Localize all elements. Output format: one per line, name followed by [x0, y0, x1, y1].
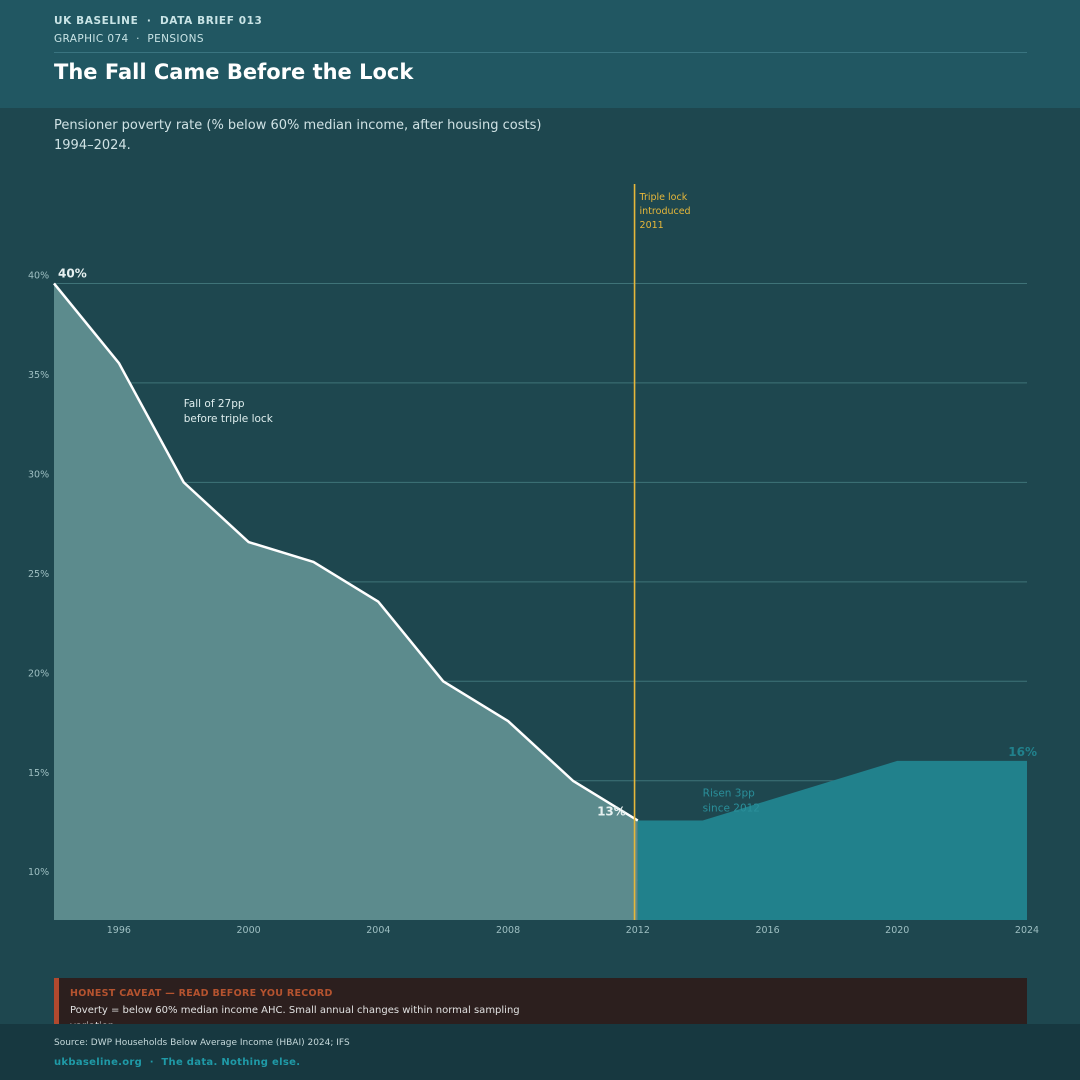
header-band: UK BASELINE · DATA BRIEF 013 GRAPHIC 074… — [0, 0, 1080, 108]
brief-number: DATA BRIEF 013 — [159, 15, 263, 27]
separator: · — [136, 33, 140, 45]
series-line-1 — [53, 282, 639, 822]
x-tick-label: 2020 — [885, 925, 909, 936]
graphic-number: GRAPHIC 074 — [54, 33, 129, 45]
x-tick-label: 2024 — [1015, 925, 1039, 936]
subtitle-line-1: Pensioner poverty rate (% below 60% medi… — [54, 118, 542, 133]
series-area-2 — [637, 760, 1027, 920]
source-note: Source: DWP Households Below Average Inc… — [54, 1038, 350, 1048]
series-area-1 — [54, 283, 638, 920]
caveat-box: HONEST CAVEAT — READ BEFORE YOU RECORD P… — [54, 978, 1027, 1024]
y-tick-label: 15% — [28, 768, 49, 779]
subtitle-line-2: 1994–2024. — [54, 138, 131, 153]
tagline: The data. Nothing else. — [161, 1057, 301, 1068]
separator: · — [149, 1057, 154, 1068]
triple-lock-marker-label: 2011 — [640, 220, 664, 231]
y-tick-label: 25% — [28, 569, 49, 580]
caveat-title: HONEST CAVEAT — READ BEFORE YOU RECORD — [70, 988, 333, 999]
triple-lock-marker-label: introduced — [640, 206, 691, 217]
data-label-start: 40% — [58, 266, 87, 280]
poverty-area-chart: 10% 15% 20% 25% 30% 35% 40% 1996 2000 2004 2008 201… — [28, 184, 1039, 936]
x-tick-label: 2000 — [237, 925, 261, 936]
brand-name: UK BASELINE — [54, 15, 139, 27]
fall-note: before triple lock — [184, 413, 274, 425]
caveat-accent-bar — [54, 978, 59, 1024]
site-link[interactable]: ukbaseline.org — [54, 1057, 143, 1068]
brand-line: UK BASELINE · DATA BRIEF 013 — [54, 15, 262, 27]
site-line: ukbaseline.org · The data. Nothing else. — [54, 1057, 300, 1068]
y-tick-label: 30% — [28, 469, 49, 480]
y-tick-label: 10% — [28, 867, 49, 878]
data-label-2012: 13% — [597, 805, 626, 819]
risen-note: Risen 3pp — [703, 788, 755, 800]
topic-label: PENSIONS — [147, 33, 204, 45]
caveat-text: Poverty = below 60% median income AHC. S… — [70, 1005, 520, 1024]
x-tick-label: 2012 — [626, 925, 650, 936]
x-tick-label: 2004 — [366, 925, 390, 936]
x-tick-label: 2016 — [755, 925, 779, 936]
header-divider — [54, 52, 1027, 53]
x-tick-label: 1996 — [107, 925, 131, 936]
footer: Source: DWP Households Below Average Inc… — [0, 1024, 1080, 1080]
x-tick-label: 2008 — [496, 925, 520, 936]
separator: · — [146, 15, 152, 27]
graphic-line: GRAPHIC 074 · PENSIONS — [54, 33, 204, 45]
y-tick-label: 20% — [28, 668, 49, 679]
risen-note: since 2012 — [703, 803, 760, 815]
data-label-end: 16% — [1008, 745, 1037, 759]
chart-subtitle: Pensioner poverty rate (% below 60% medi… — [54, 116, 541, 156]
y-tick-label: 35% — [28, 370, 49, 381]
triple-lock-marker-label: Triple lock — [639, 192, 688, 203]
page-title: The Fall Came Before the Lock — [54, 60, 414, 84]
fall-note: Fall of 27pp — [184, 398, 245, 410]
y-tick-label: 40% — [28, 270, 49, 281]
